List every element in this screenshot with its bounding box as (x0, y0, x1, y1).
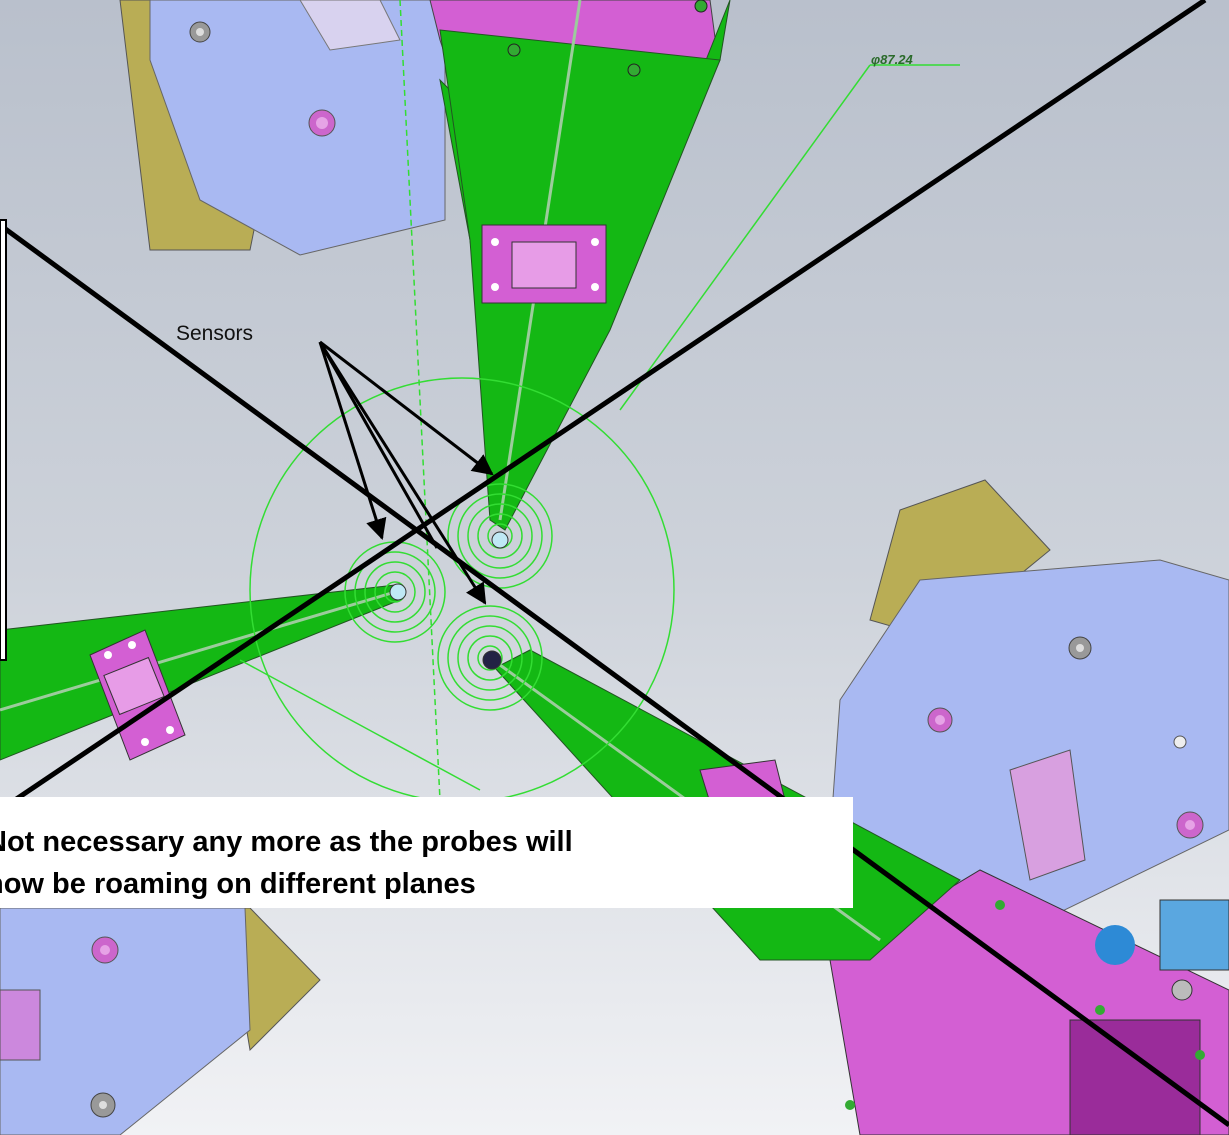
arrow-to-right-sensor-2 (318, 341, 439, 549)
callout-box: Not necessary any more as the probes wil… (0, 797, 853, 908)
arrow-to-top-sensor (319, 340, 494, 476)
sensor-arrows (318, 340, 494, 605)
callout-line-2: now be roaming on different planes (0, 868, 476, 900)
offscreen-box-edge (0, 219, 7, 661)
callout-line-1: Not necessary any more as the probes wil… (0, 826, 573, 858)
sensor-tips (389, 531, 509, 670)
diameter-dimension-label: φ87.24 (871, 52, 913, 67)
sensors-label: Sensors (176, 322, 254, 345)
arrow-to-right-sensor (318, 341, 487, 605)
probe-top (429, 0, 731, 531)
arrow-to-left-sensor (318, 341, 387, 541)
plate-bottom-left (0, 907, 321, 1135)
plate-top-left (119, 0, 446, 256)
bracket-bottom-right (829, 869, 1229, 1135)
